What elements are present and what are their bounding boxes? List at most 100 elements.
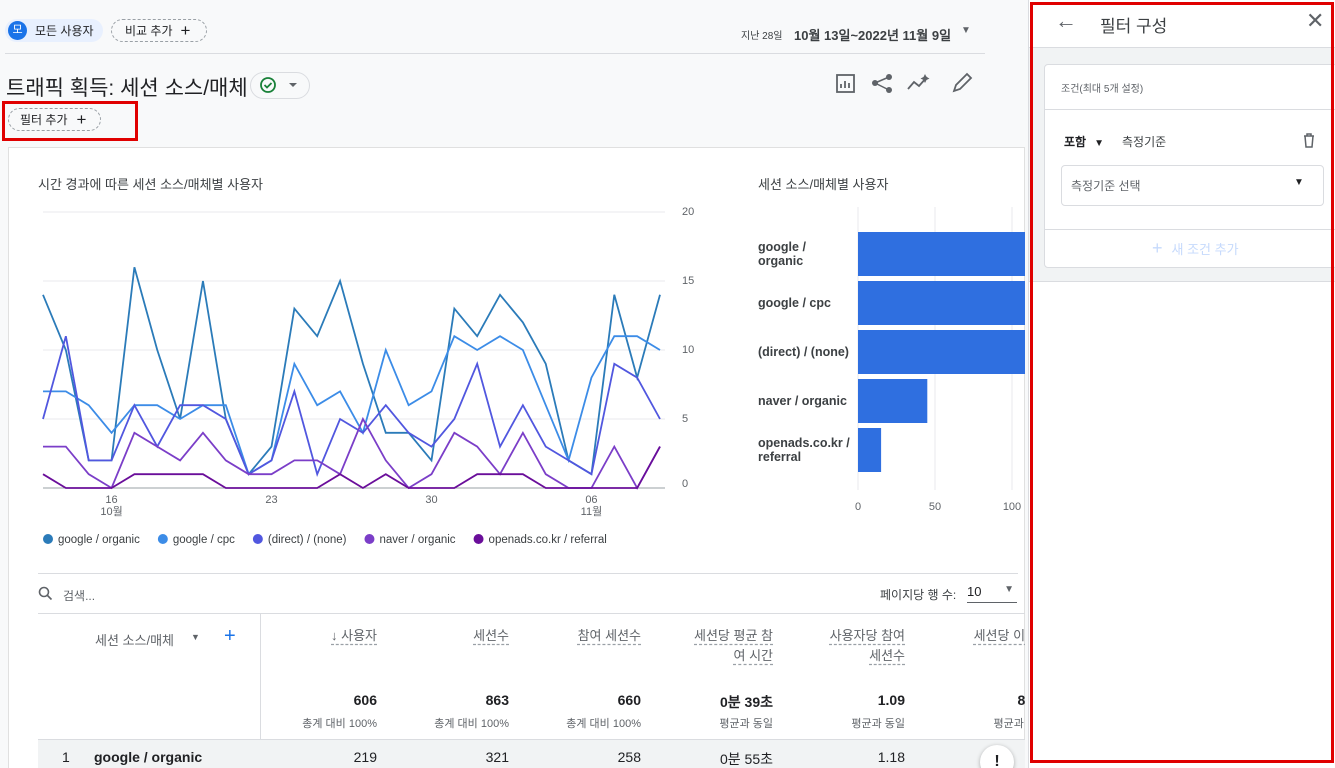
column-total-note: 평균과 동일 — [719, 718, 773, 730]
insights-icon[interactable] — [836, 74, 855, 93]
x-month-label: 10월 — [100, 505, 122, 518]
legend-label: openads.co.kr / referral — [489, 534, 607, 546]
column-header: 사용자당 참여 세션수 — [829, 628, 905, 663]
bar — [858, 379, 928, 423]
column-total: 863 — [485, 692, 509, 708]
close-button[interactable]: ✕ — [1306, 8, 1325, 33]
back-button[interactable]: ← — [1055, 8, 1077, 33]
table-cell: 219 — [353, 749, 377, 765]
edit-icon[interactable] — [952, 72, 973, 93]
legend-marker — [473, 534, 484, 544]
divider — [1045, 229, 1335, 230]
legend-marker — [157, 534, 168, 544]
row-index: 1 — [62, 749, 70, 765]
x-tick-label: 50 — [929, 501, 941, 513]
dimension-select-label: 측정기준 선택 — [1071, 179, 1141, 193]
date-dropdown[interactable]: ▼ — [961, 25, 971, 36]
y-tick-label: 0 — [682, 478, 688, 490]
bar-chart-title: 세션 소스/매체별 사용자 — [758, 177, 889, 192]
match-type[interactable]: 포함 ▼ — [1064, 135, 1104, 149]
bar — [858, 330, 1025, 374]
dimension-dropdown[interactable]: ▼ — [191, 632, 200, 642]
divider — [5, 53, 985, 54]
y-tick-label: 15 — [682, 275, 694, 287]
x-tick-label: 06 — [585, 494, 597, 506]
status-chip[interactable] — [250, 72, 310, 99]
column-total-note: 평균과 동 — [993, 718, 1025, 730]
column-header: 세션당 이벤 — [973, 628, 1025, 643]
divider — [38, 573, 1018, 574]
column-total: 660 — [617, 692, 641, 708]
y-tick-label: 20 — [682, 206, 694, 218]
avatar: 모 — [8, 21, 27, 40]
dimension-header[interactable]: 세션 소스/매체 — [95, 633, 174, 648]
highlight-box — [1030, 2, 1334, 763]
search-input[interactable]: 검색... — [63, 589, 96, 603]
bar — [858, 281, 1025, 325]
dimension-select[interactable] — [1061, 165, 1324, 206]
segment-chip[interactable]: 모든 사용자 — [5, 19, 103, 42]
delete-icon[interactable] — [1302, 132, 1316, 148]
column-total-note: 총계 대비 100% — [566, 718, 641, 730]
x-tick-label: 100 — [1003, 501, 1021, 513]
condition-card — [1044, 64, 1335, 268]
legend-marker — [252, 534, 263, 544]
column-total: 0분 39초 — [719, 694, 773, 710]
feedback-button[interactable]: ! — [980, 745, 1014, 768]
table-cell: 0분 55초 — [719, 751, 773, 767]
date-prefix: 지난 28일 — [741, 31, 783, 42]
x-tick-label: 23 — [265, 494, 277, 506]
status-icon — [260, 77, 297, 93]
x-tick-label: 0 — [855, 501, 861, 513]
legend-label: google / cpc — [173, 534, 235, 546]
column-total-note: 총계 대비 100% — [434, 718, 509, 730]
bar-category-label: naver / organic — [758, 394, 847, 408]
legend-marker — [364, 534, 375, 544]
table-cell: 258 — [617, 749, 641, 765]
search-icon — [38, 586, 53, 601]
column-total: 606 — [353, 692, 377, 708]
line-series — [43, 334, 661, 476]
bar-category-label: google / organic — [758, 240, 806, 268]
filter-panel: ← 필터 구성 ✕ 조건(최대 5개 설정) 포함 ▼ 측정기준 측정기준 선택 … — [1028, 0, 1335, 768]
plus-icon: + — [180, 20, 191, 40]
report-card — [8, 147, 1025, 768]
line-series — [42, 446, 661, 490]
add-filter-button[interactable]: 필터 추가 + — [8, 108, 101, 131]
bar-category-label: (direct) / (none) — [758, 345, 849, 359]
row-dimension[interactable]: google / organic — [94, 749, 203, 765]
column-total-note: 총계 대비 100% — [302, 718, 377, 730]
rows-per-page-label: 페이지당 행 수: — [880, 588, 957, 602]
bar-category-label: openads.co.kr / referral — [758, 436, 850, 464]
line-chart-title: 시간 경과에 따른 세션 소스/매체별 사용자 — [38, 177, 263, 192]
compare-label: 비교 추가 — [125, 24, 173, 38]
compare-button[interactable]: 비교 추가 + — [111, 19, 207, 42]
column-total: 1.09 — [877, 692, 905, 708]
line-series — [43, 416, 661, 490]
column-header: 세션수 — [473, 628, 509, 643]
report-title: 트래픽 획득: 세션 소스/매체 — [6, 77, 248, 100]
date-range[interactable]: 10월 13일~2022년 11월 9일 — [794, 28, 952, 43]
share-icon[interactable] — [872, 74, 892, 93]
rows-per-page-select[interactable]: 10 ▼ — [967, 584, 1017, 603]
legend-label: naver / organic — [379, 534, 455, 546]
main-area: 모든 사용자 모 비교 추가 + 지난 28일 10월 13일~2022년 11월… — [2, 19, 1025, 768]
panel-title: 필터 구성 — [1100, 17, 1168, 36]
match-type-label: 포함 — [1064, 135, 1087, 149]
y-tick-label: 10 — [682, 344, 694, 356]
x-tick-label: 30 — [425, 494, 437, 506]
table-cell: 321 — [485, 749, 509, 765]
table-cell: 1.18 — [877, 749, 905, 765]
add-condition[interactable]: + 새 조건 추가 — [1152, 238, 1239, 258]
trend-icon[interactable] — [907, 74, 930, 90]
legend-label: (direct) / (none) — [268, 534, 347, 546]
column-header: 참여 세션수 — [577, 628, 641, 643]
condition-limit: 조건(최대 5개 설정) — [1061, 84, 1144, 95]
add-dimension[interactable]: + — [224, 625, 236, 647]
x-tick-label: 16 — [105, 494, 117, 506]
bar-category-label: google / cpc — [758, 296, 831, 310]
line-series — [42, 266, 661, 476]
legend-marker — [43, 534, 53, 544]
legend-label: google / organic — [58, 534, 140, 546]
